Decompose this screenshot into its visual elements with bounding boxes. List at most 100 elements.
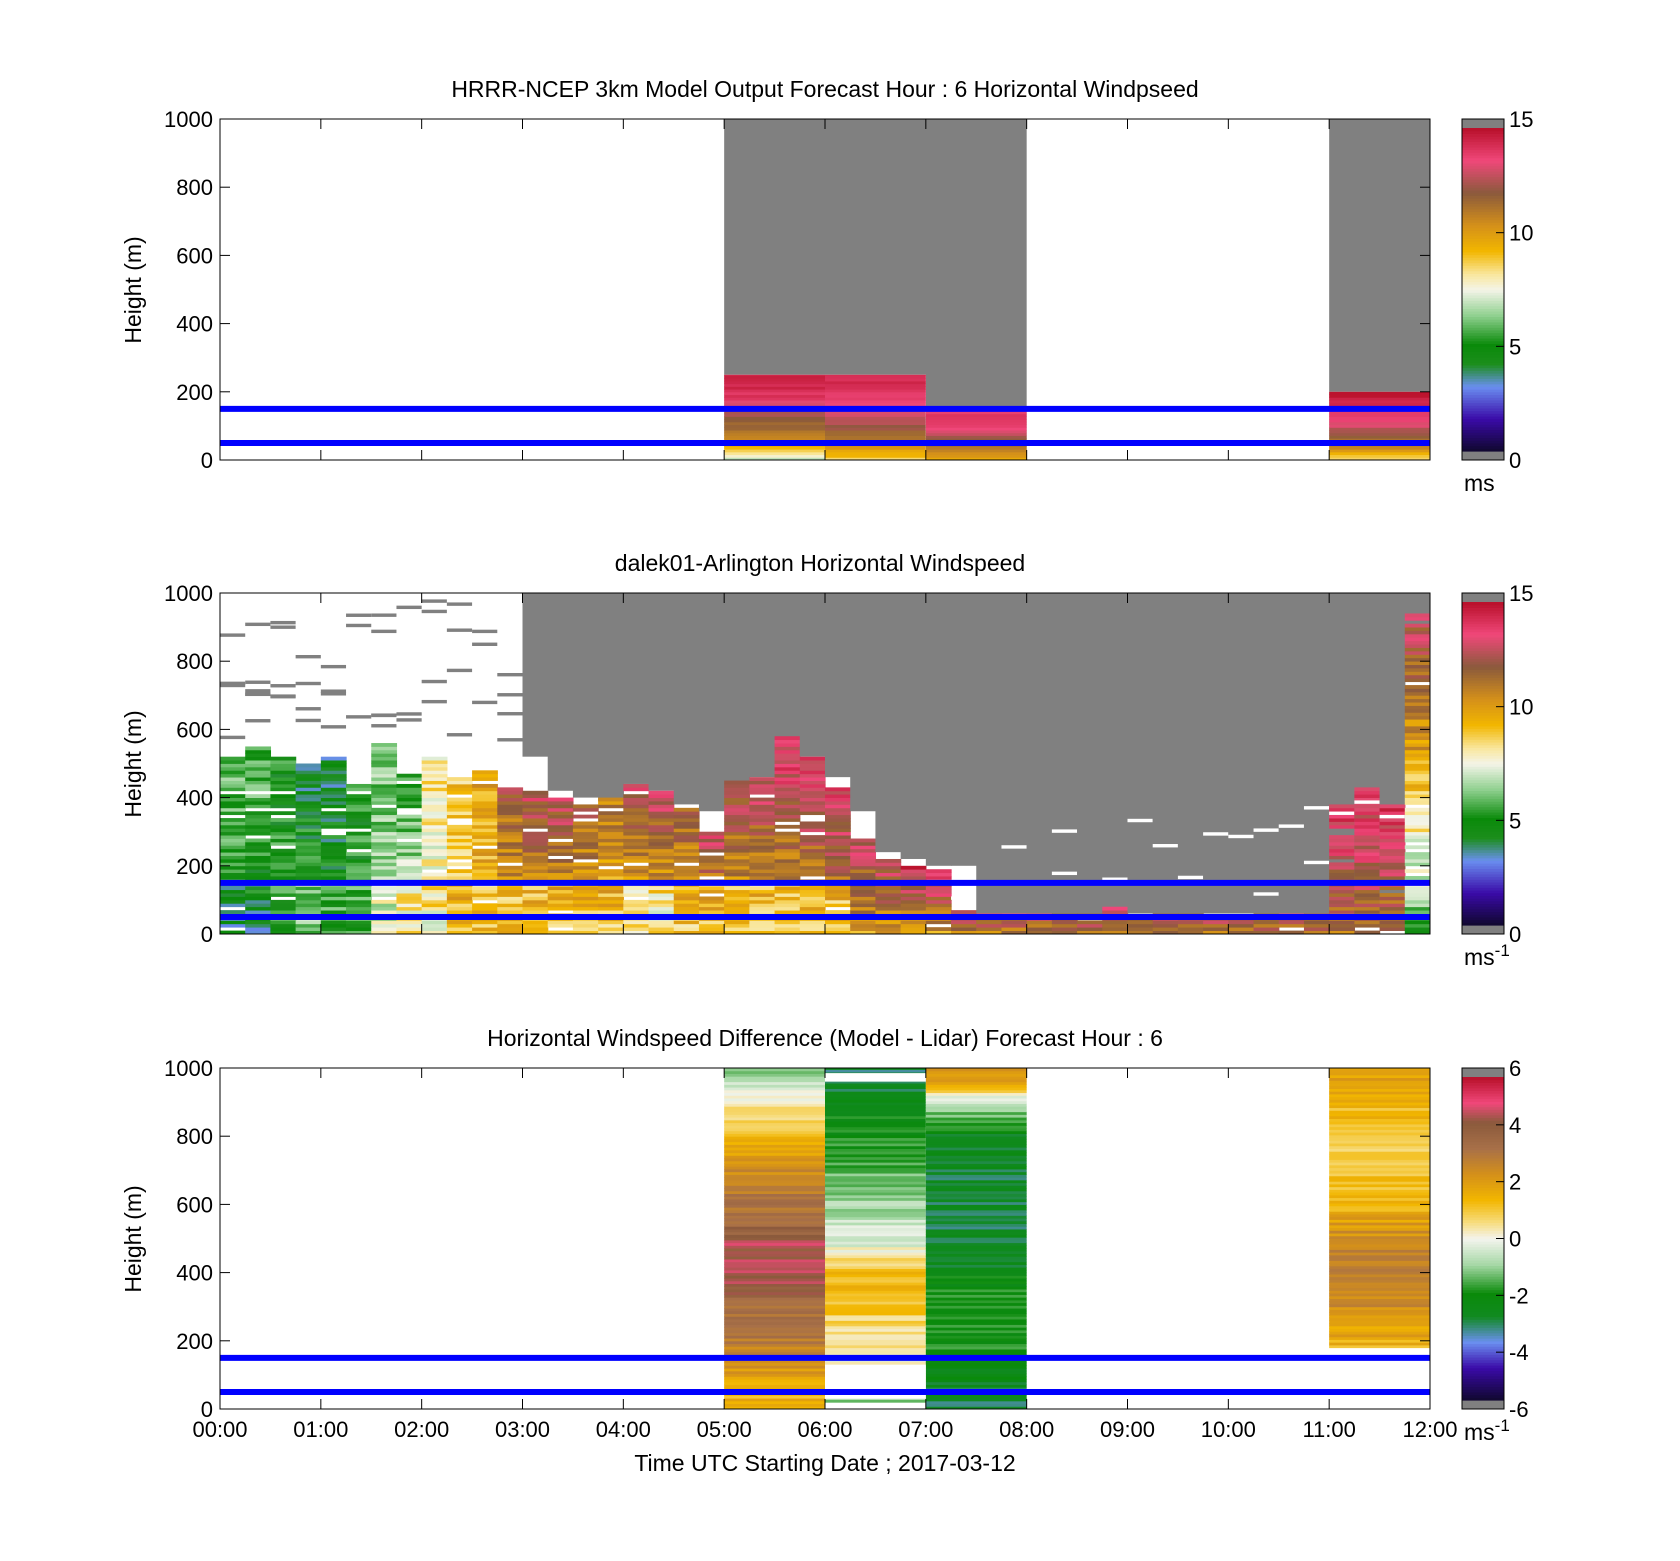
lidar-cell <box>295 828 322 833</box>
lidar-cell <box>698 906 725 911</box>
colorbar-swatch <box>1462 811 1504 816</box>
lidar-cell <box>1379 910 1406 914</box>
colorbar-swatch <box>1462 698 1504 703</box>
lidar-cell <box>1329 923 1355 928</box>
lidar-cell <box>472 896 498 901</box>
lidar-cell <box>598 893 624 897</box>
lidar-column <box>1203 593 1229 934</box>
diff-cell <box>825 1320 926 1324</box>
lidar-cell <box>320 852 347 856</box>
lidar-cell <box>648 852 675 856</box>
lidar-cell <box>1354 797 1381 802</box>
lidar-cell <box>1354 838 1381 843</box>
lidar-cell <box>346 930 372 934</box>
lidar-cell <box>673 838 700 843</box>
colorbar-swatch <box>1462 1305 1504 1310</box>
colorbar-swatch <box>1462 1077 1504 1081</box>
colorbar-swatch <box>1462 257 1504 261</box>
lidar-cell <box>774 818 801 822</box>
lidar-cell <box>220 763 246 768</box>
colorbar-swatch <box>1462 399 1504 404</box>
y-tick-label: 600 <box>176 717 213 742</box>
lidar-cell <box>295 780 322 785</box>
colorbar-swatch <box>1462 1386 1504 1390</box>
lidar-cell <box>598 811 624 816</box>
colorbar-swatch <box>1462 1338 1504 1342</box>
lidar-cell <box>1379 838 1406 843</box>
colorbar-swatch <box>1462 610 1504 614</box>
colorbar-swatch <box>1462 822 1504 827</box>
lidar-cell <box>799 899 826 904</box>
colorbar-swatch <box>1462 1230 1504 1234</box>
lidar-cell <box>774 756 801 761</box>
colorbar-swatch <box>1462 653 1504 657</box>
lidar-cell <box>220 794 246 798</box>
diff-cell <box>724 1068 825 1072</box>
colorbar-swatch <box>1462 267 1504 272</box>
diff-cell <box>724 1158 825 1162</box>
lidar-cell <box>724 780 750 785</box>
lidar-cell <box>875 920 902 925</box>
lidar-cell <box>1404 790 1430 795</box>
lidar-cell <box>850 927 877 931</box>
lidar-cell <box>1077 923 1103 928</box>
diff-cell <box>925 1242 1027 1246</box>
lidar-cell <box>396 893 423 897</box>
lidar-cell <box>320 794 347 798</box>
lidar-cell <box>572 848 599 853</box>
lidar-column <box>295 654 322 934</box>
lidar-cell <box>396 896 423 901</box>
model-cell <box>1329 432 1430 436</box>
colorbar-swatch <box>1462 1227 1504 1232</box>
model-column <box>825 374 926 460</box>
lidar-cell <box>749 814 776 819</box>
lidar-cell <box>623 869 650 874</box>
diff-cell <box>724 1267 825 1271</box>
lidar-cell <box>245 787 272 792</box>
x-tick-label: 00:00 <box>192 1417 247 1442</box>
colorbar-swatch <box>1462 1187 1504 1191</box>
lidar-cell <box>850 910 877 914</box>
lidar-cell <box>446 910 473 914</box>
diff-cell <box>925 1171 1027 1175</box>
lidar-cell <box>421 770 448 775</box>
lidar-cell <box>724 783 750 788</box>
lidar-cell <box>724 841 750 846</box>
colorbar-swatch <box>1462 922 1504 926</box>
lidar-cell <box>396 852 423 856</box>
lidar-cell <box>245 824 272 829</box>
lidar-cell <box>673 889 700 894</box>
lidar-cell <box>245 862 272 867</box>
colorbar-swatch <box>1462 162 1504 167</box>
colorbar-swatch <box>1462 1155 1504 1159</box>
lidar-cell <box>1354 920 1381 925</box>
lidar-column <box>497 672 524 934</box>
colorbar-swatch <box>1462 1198 1504 1202</box>
diff-cell <box>1329 1298 1430 1302</box>
lidar-cell <box>698 910 725 914</box>
lidar-cell <box>724 797 750 802</box>
missing-region <box>421 699 447 704</box>
lidar-cell <box>421 872 448 877</box>
lidar-cell <box>623 855 650 860</box>
diff-cell <box>925 1179 1027 1184</box>
lidar-cell <box>396 865 423 870</box>
model-cell <box>825 413 926 417</box>
lidar-cell <box>825 831 851 836</box>
diff-cell <box>825 1164 926 1169</box>
lidar-cell <box>320 811 347 816</box>
colorbar-swatch <box>1462 1136 1504 1140</box>
lidar-column <box>698 593 725 934</box>
diff-cell <box>1329 1339 1430 1343</box>
lidar-cell <box>547 841 574 846</box>
lidar-cell <box>925 889 952 894</box>
diff-cell <box>1329 1145 1430 1149</box>
lidar-cell <box>522 838 549 843</box>
lidar-cell <box>522 814 549 819</box>
lidar-cell <box>421 790 448 795</box>
diff-cell <box>1329 1312 1430 1316</box>
colorbar-swatch <box>1462 364 1504 369</box>
missing-region <box>1203 593 1229 914</box>
lidar-cell <box>749 899 776 904</box>
